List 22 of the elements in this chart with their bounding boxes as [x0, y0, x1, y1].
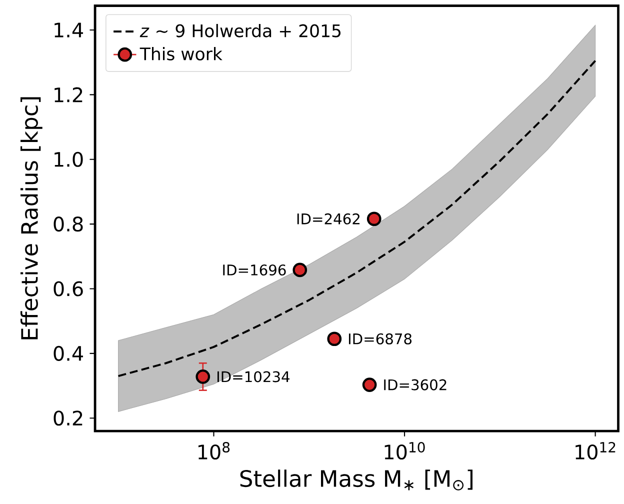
- point: [327, 332, 342, 346]
- x-axis-title: Stellar Mass M$_{∗}$ [M$_{⊙}$]: [240, 470, 472, 490]
- legend-label: This work: [140, 47, 222, 60]
- annotation: ID=3602: [384, 379, 446, 390]
- y-axis-title: Effective Radius [kpc]: [20, 97, 42, 340]
- y-tick-label: 1.2: [54, 87, 82, 102]
- x-tick-label: 10$^{10}$: [384, 442, 425, 460]
- annotation: ID=1696: [223, 264, 286, 276]
- y-tick-label: 1.0: [54, 152, 83, 167]
- point: [292, 262, 308, 278]
- y-tick-label: 1.4: [54, 22, 84, 38]
- x-tick-label: 10$^{8}$: [198, 442, 230, 460]
- point: [362, 378, 377, 392]
- y-tick-label: 0.6: [54, 281, 83, 296]
- y-tick-label: 0.2: [54, 410, 82, 426]
- x-tick-label: 10$^{12}$: [576, 442, 616, 460]
- legend-label: z ∼ 9 Holwerda + 2015: [140, 24, 340, 38]
- annotation: ID=10234: [217, 371, 290, 382]
- y-tick-label: 0.8: [54, 216, 83, 232]
- y-tick-label: 0.4: [54, 346, 84, 361]
- annotation: ID=6878: [348, 333, 412, 344]
- annotation: ID=2462: [297, 213, 360, 224]
